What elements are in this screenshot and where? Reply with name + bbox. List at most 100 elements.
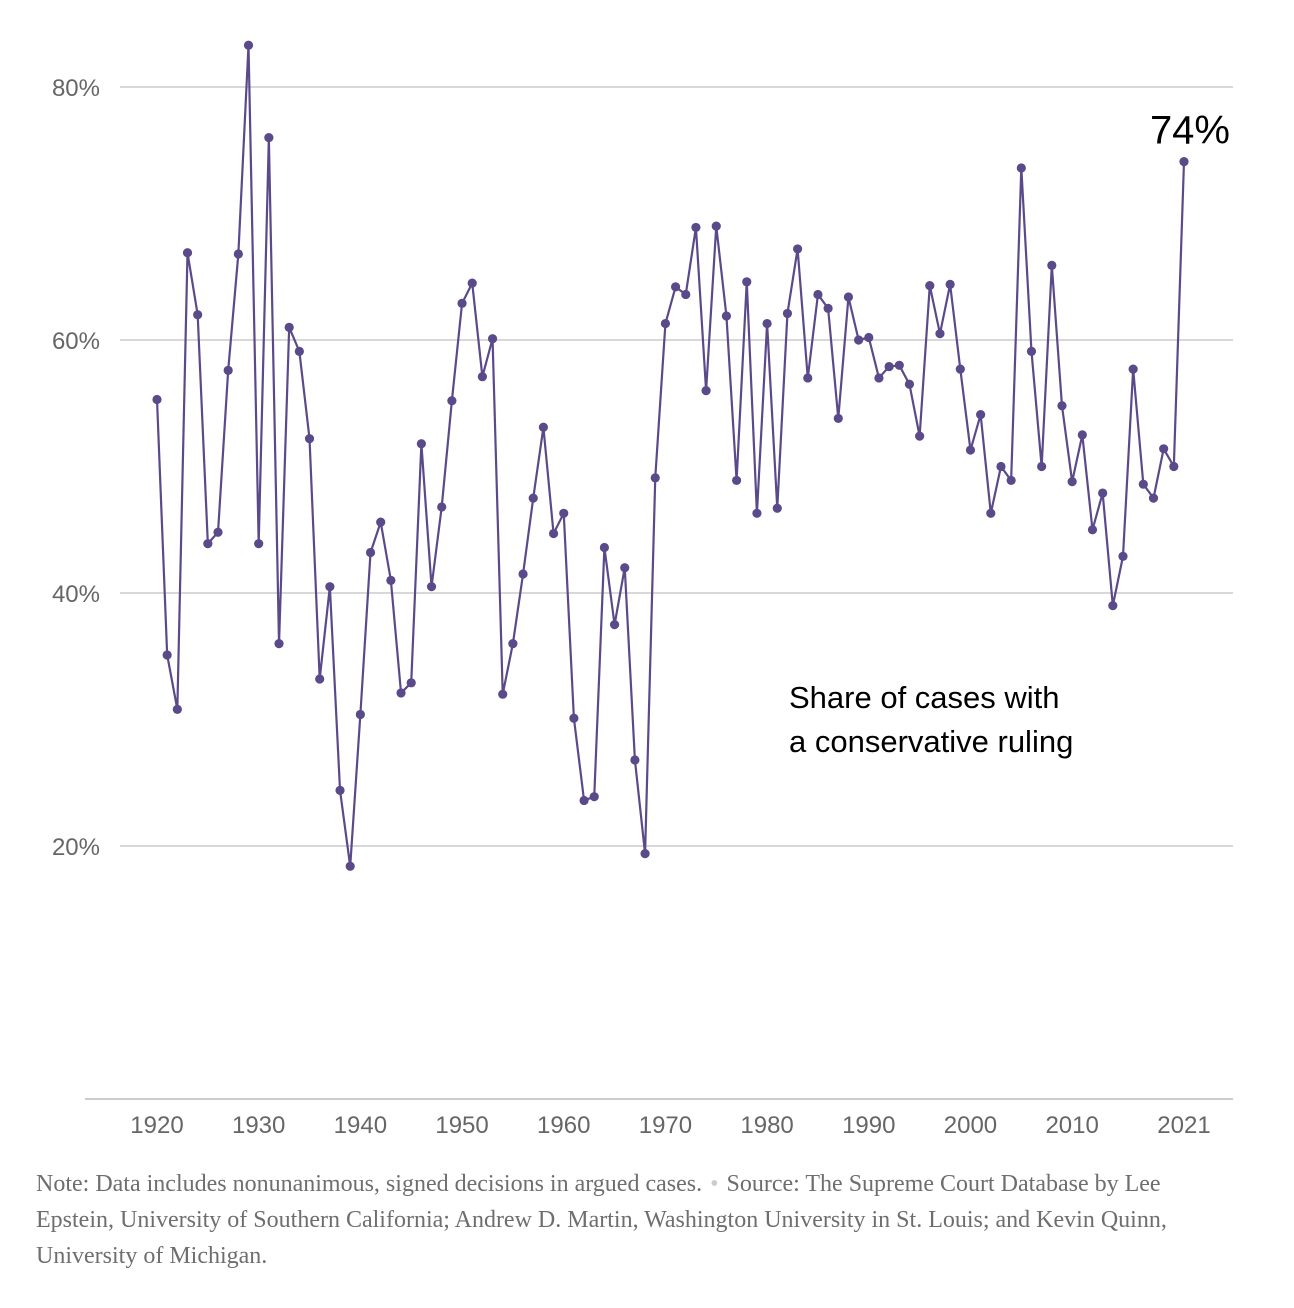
x-tick-1930: 1930 <box>232 1112 285 1139</box>
data-point-1964 <box>599 542 610 553</box>
data-point-1987 <box>833 413 843 424</box>
data-point-2003 <box>996 461 1006 472</box>
data-point-1949 <box>447 396 457 406</box>
data-point-1991 <box>874 373 884 383</box>
data-point-1953 <box>487 334 498 344</box>
data-point-1930 <box>254 539 264 549</box>
data-point-1950 <box>457 298 467 308</box>
data-point-1941 <box>365 547 376 558</box>
data-point-1934 <box>294 346 304 356</box>
last-value-label: 74% <box>1150 109 1230 153</box>
data-point-1995 <box>915 431 925 441</box>
data-point-2001 <box>976 410 986 420</box>
x-tick-1970: 1970 <box>639 1112 692 1139</box>
data-point-1988 <box>843 292 854 302</box>
data-point-1974 <box>701 386 711 396</box>
x-tick-1940: 1940 <box>334 1112 387 1139</box>
data-point-1945 <box>406 678 416 688</box>
data-point-2011 <box>1077 430 1087 440</box>
data-point-1942 <box>376 517 386 527</box>
data-point-2020 <box>1169 461 1179 472</box>
data-point-1958 <box>538 422 548 432</box>
data-point-2006 <box>1026 346 1037 356</box>
data-point-1989 <box>854 335 864 345</box>
data-point-1943 <box>386 575 396 585</box>
data-point-2021 <box>1179 157 1189 167</box>
data-point-1960 <box>559 508 569 518</box>
data-point-1944 <box>396 688 406 698</box>
line-chart: 20% 40% 60% 80% 1920 1930 1940 1950 1960 1970 198… <box>52 40 1233 1139</box>
data-point-2000 <box>965 445 976 455</box>
x-tick-2010: 2010 <box>1045 1112 1098 1139</box>
data-point-1966 <box>620 563 630 573</box>
data-point-1978 <box>742 277 752 287</box>
data-point-1923 <box>182 248 193 258</box>
data-point-1947 <box>426 582 437 592</box>
data-point-2016 <box>1128 364 1138 374</box>
data-point-1939 <box>345 861 355 871</box>
data-point-2015 <box>1118 551 1128 561</box>
data-point-1962 <box>579 795 589 806</box>
data-point-2019 <box>1159 444 1169 454</box>
series-line <box>155 44 1186 868</box>
data-point-1957 <box>528 493 538 503</box>
data-point-1984 <box>803 373 813 383</box>
data-point-1927 <box>223 365 233 375</box>
y-tick-80: 80% <box>52 75 100 102</box>
data-point-1967 <box>630 755 640 765</box>
data-point-1955 <box>508 639 518 649</box>
data-point-1951 <box>467 278 477 288</box>
data-point-2012 <box>1087 525 1098 535</box>
data-point-1994 <box>904 379 915 389</box>
data-point-1993 <box>894 360 904 370</box>
data-point-1938 <box>335 785 345 795</box>
data-point-1975 <box>711 221 721 231</box>
data-point-1981 <box>772 503 782 513</box>
data-point-1979 <box>752 508 762 518</box>
data-point-2008 <box>1047 260 1057 270</box>
data-point-1922 <box>172 704 182 714</box>
data-point-1971 <box>670 282 681 292</box>
data-point-1925 <box>203 539 213 549</box>
footer-note: Note: Data includes nonunanimous, signed… <box>36 1171 703 1197</box>
data-point-1946 <box>416 439 426 449</box>
x-tick-1960: 1960 <box>537 1112 590 1139</box>
data-point-2007 <box>1037 461 1047 472</box>
data-point-1921 <box>162 650 172 660</box>
x-tick-2021: 2021 <box>1157 1112 1210 1139</box>
data-point-1956 <box>518 569 528 579</box>
data-point-1986 <box>823 303 833 313</box>
data-point-2013 <box>1098 488 1108 498</box>
data-point-1976 <box>721 311 732 321</box>
data-point-2010 <box>1067 477 1077 487</box>
y-tick-20: 20% <box>52 834 100 861</box>
data-point-2005 <box>1016 163 1026 173</box>
data-point-1926 <box>213 527 223 537</box>
data-point-1963 <box>589 792 599 802</box>
separator-dot-icon: • <box>710 1171 719 1197</box>
x-tick-1950: 1950 <box>435 1112 488 1139</box>
chart-footer: Note: Data includes nonunanimous, signed… <box>36 1166 1236 1274</box>
x-tick-1990: 1990 <box>842 1112 895 1139</box>
data-point-1983 <box>793 244 803 254</box>
data-point-1952 <box>477 372 487 382</box>
data-point-1996 <box>925 281 935 291</box>
data-point-1985 <box>813 289 823 300</box>
data-point-1931 <box>264 133 274 143</box>
data-point-1973 <box>691 222 701 233</box>
data-point-1980 <box>762 318 772 329</box>
data-points <box>152 40 1189 871</box>
y-tick-40: 40% <box>52 581 100 608</box>
data-point-1990 <box>864 332 874 343</box>
data-point-1924 <box>193 310 203 320</box>
data-point-1933 <box>284 322 294 332</box>
data-point-1999 <box>955 364 965 374</box>
data-point-2002 <box>986 508 996 518</box>
data-point-1968 <box>640 848 650 859</box>
data-point-1998 <box>945 279 955 289</box>
data-point-1954 <box>498 689 508 699</box>
annotation-line-1: Share of cases with <box>789 680 1060 715</box>
data-point-1935 <box>304 434 315 444</box>
data-point-1940 <box>355 709 365 720</box>
data-point-1929 <box>243 40 254 50</box>
